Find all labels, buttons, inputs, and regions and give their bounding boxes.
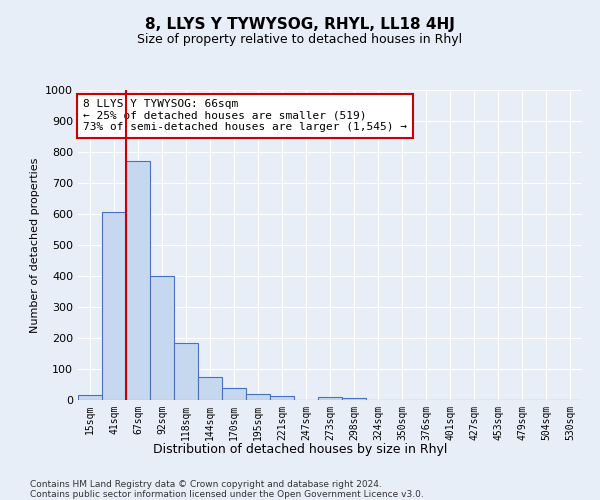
Text: Distribution of detached houses by size in Rhyl: Distribution of detached houses by size … — [153, 442, 447, 456]
Bar — [174, 342, 198, 400]
Bar — [150, 276, 174, 400]
Bar — [78, 396, 102, 400]
Bar — [102, 212, 126, 400]
Text: 8, LLYS Y TYWYSOG, RHYL, LL18 4HJ: 8, LLYS Y TYWYSOG, RHYL, LL18 4HJ — [145, 18, 455, 32]
Bar — [198, 377, 222, 400]
Text: Contains HM Land Registry data © Crown copyright and database right 2024.
Contai: Contains HM Land Registry data © Crown c… — [30, 480, 424, 500]
Bar — [126, 162, 150, 400]
Bar — [270, 396, 294, 400]
Bar — [318, 397, 342, 400]
Y-axis label: Number of detached properties: Number of detached properties — [29, 158, 40, 332]
Text: Size of property relative to detached houses in Rhyl: Size of property relative to detached ho… — [137, 32, 463, 46]
Text: 8 LLYS Y TYWYSOG: 66sqm
← 25% of detached houses are smaller (519)
73% of semi-d: 8 LLYS Y TYWYSOG: 66sqm ← 25% of detache… — [83, 100, 407, 132]
Bar — [246, 394, 270, 400]
Bar — [222, 388, 246, 400]
Bar — [342, 398, 366, 400]
